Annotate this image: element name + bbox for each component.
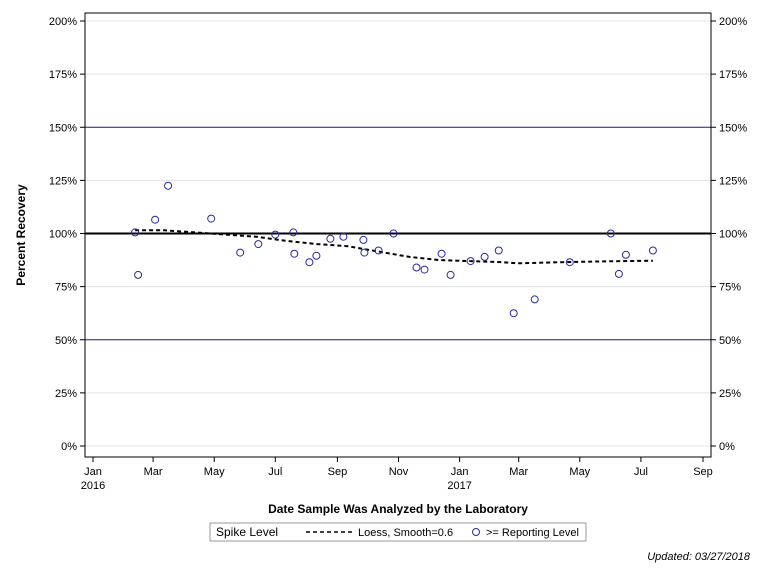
data-point <box>339 232 348 241</box>
x-tick-label: Mar <box>144 466 163 478</box>
data-point <box>621 250 630 259</box>
data-point <box>254 240 263 249</box>
x-tick-year-label: 2016 <box>81 480 105 492</box>
updated-footnote: Updated: 03/27/2018 <box>647 551 751 563</box>
legend-box <box>209 522 587 542</box>
y-tick-label-right: 150% <box>719 122 747 134</box>
data-point <box>530 295 539 304</box>
data-point <box>207 214 216 223</box>
x-tick-label: Jul <box>268 466 282 478</box>
data-point <box>466 257 475 266</box>
x-tick-label: Jul <box>634 466 648 478</box>
data-point <box>305 258 314 267</box>
data-point <box>565 258 574 267</box>
x-tick-label: Nov <box>389 466 409 478</box>
data-point <box>606 229 615 238</box>
data-point <box>437 249 446 258</box>
data-point <box>326 234 335 243</box>
data-point <box>151 215 160 224</box>
data-point <box>614 269 623 278</box>
legend-title: Spike Level <box>216 525 278 539</box>
plot-frame <box>84 12 712 458</box>
y-tick-label-left: 100% <box>49 229 77 241</box>
x-axis: Jan 2016 Mar May Jul Sep Nov Jan 2017 Mar May Jul Se… <box>81 457 713 492</box>
legend-loess-label: Loess, Smooth=0.6 <box>358 527 453 539</box>
y-tick-label-left: 150% <box>49 122 77 134</box>
data-point <box>359 235 368 244</box>
x-tick-year-label: 2017 <box>447 480 471 492</box>
data-point <box>494 246 503 255</box>
y-axis-right: 0% 25% 50% 75% 100% 125% 150% 175% 200% <box>711 16 747 453</box>
y-tick-label-left: 200% <box>49 16 77 28</box>
y-tick-label-left: 50% <box>55 335 77 347</box>
data-point <box>134 270 143 279</box>
data-point <box>236 248 245 257</box>
loess-curve <box>135 229 653 265</box>
data-point <box>509 309 518 318</box>
y-tick-label-right: 75% <box>719 282 741 294</box>
x-tick-label: Jan <box>451 466 469 478</box>
legend-circle-symbol <box>472 528 480 536</box>
y-tick-label-left: 25% <box>55 388 77 400</box>
x-axis-title: Date Sample Was Analyzed by the Laborato… <box>268 502 528 516</box>
y-tick-label-right: 175% <box>719 69 747 81</box>
y-tick-label-left: 175% <box>49 69 77 81</box>
data-point <box>480 252 489 261</box>
x-tick-label: May <box>569 466 590 478</box>
x-tick-label: Sep <box>693 466 713 478</box>
x-tick-label: Jan <box>84 466 102 478</box>
data-point <box>374 246 383 255</box>
reference-lines <box>85 126 711 341</box>
data-point <box>412 263 421 272</box>
data-point <box>312 251 321 260</box>
x-tick-label: Mar <box>509 466 528 478</box>
y-tick-label-right: 50% <box>719 335 741 347</box>
x-tick-label: May <box>204 466 225 478</box>
data-point <box>164 181 173 190</box>
data-point <box>420 265 429 274</box>
legend-points-label: >= Reporting Level <box>486 527 579 539</box>
data-point <box>271 230 280 239</box>
loess-line <box>135 229 653 265</box>
y-tick-label-right: 100% <box>719 229 747 241</box>
data-point <box>648 246 657 255</box>
y-tick-label-right: 125% <box>719 175 747 187</box>
y-tick-label-left: 75% <box>55 282 77 294</box>
data-point <box>289 228 298 237</box>
y-axis-left: 0% 25% 50% 75% 100% 125% 150% 175% 200% <box>49 16 85 453</box>
data-point <box>290 249 299 258</box>
x-tick-label: Sep <box>328 466 348 478</box>
data-point <box>446 270 455 279</box>
y-tick-label-right: 200% <box>719 16 747 28</box>
legend: Spike Level Loess, Smooth=0.6 >= Reporti… <box>209 522 587 542</box>
y-tick-label-left: 0% <box>61 441 77 453</box>
y-tick-label-right: 0% <box>719 441 735 453</box>
y-tick-label-right: 25% <box>719 388 741 400</box>
data-point <box>360 248 369 257</box>
data-point <box>131 228 140 237</box>
y-tick-label-left: 125% <box>49 175 77 187</box>
y-axis-title: Percent Recovery <box>14 184 28 286</box>
data-point <box>389 229 398 238</box>
data-points <box>131 181 657 318</box>
